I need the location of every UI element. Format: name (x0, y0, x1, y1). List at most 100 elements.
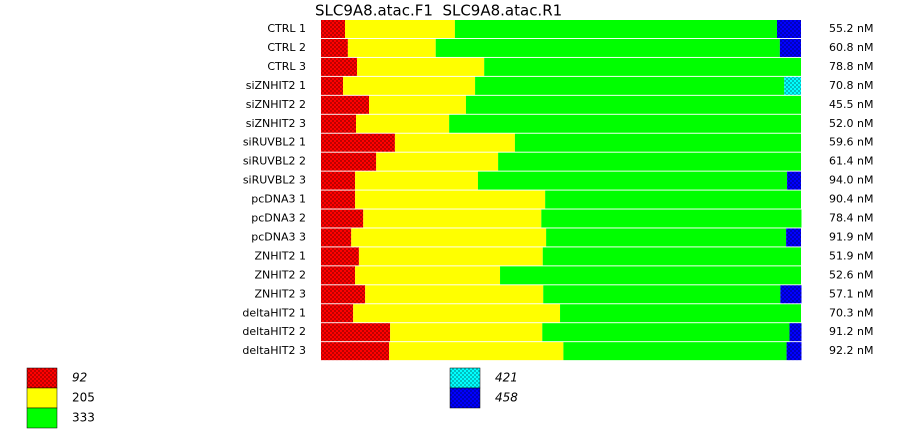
row-label: siZNHIT2 1 (246, 79, 306, 92)
bar-segment (363, 209, 542, 228)
bar-hatch (780, 285, 802, 304)
row-label: siRUVBL2 1 (243, 136, 306, 149)
row-value-label: 91.2 nM (829, 325, 873, 338)
row-label: ZNHIT2 1 (255, 249, 307, 262)
bar-hatch (321, 304, 354, 323)
row-label: siZNHIT2 2 (246, 98, 306, 111)
bar-segment (365, 285, 544, 304)
row-label: deltaHIT2 2 (242, 325, 306, 338)
bar-segment (435, 38, 780, 57)
legend-label: 458 (495, 391, 518, 405)
row-label: ZNHIT2 3 (255, 287, 307, 300)
bar-hatch (321, 323, 391, 342)
bar-hatch (321, 114, 357, 133)
row-label: siRUVBL2 3 (243, 174, 306, 187)
row-label: ZNHIT2 2 (255, 268, 307, 281)
row-value-label: 70.8 nM (829, 79, 873, 92)
legend-label: 92 (72, 371, 87, 385)
bar-segment (376, 152, 499, 171)
legend-swatch (26, 387, 58, 409)
row-label: CTRL 2 (267, 41, 306, 54)
bar-segment (454, 20, 777, 38)
row-value-label: 60.8 nM (829, 41, 873, 54)
bar-hatch (321, 342, 390, 361)
bar-segment (347, 38, 436, 57)
bar-hatch (786, 228, 801, 247)
row-value-label: 52.0 nM (829, 117, 873, 130)
bar-segment (357, 57, 485, 76)
bar-segment (500, 266, 801, 285)
row-value-label: 61.4 nM (829, 155, 873, 168)
bar-segment (465, 95, 801, 114)
bar-hatch (321, 76, 344, 95)
bar-segment (542, 247, 801, 266)
row-value-label: 92.2 nM (829, 344, 873, 357)
bar-hatch (777, 20, 801, 38)
bar-hatch (321, 228, 352, 247)
row-label: pcDNA3 2 (251, 212, 306, 225)
legend-hatch (450, 368, 480, 388)
bar-segment (545, 190, 801, 209)
bar-hatch (321, 38, 348, 57)
bar-hatch (321, 209, 364, 228)
row-label: pcDNA3 3 (251, 230, 306, 243)
row-value-label: 70.3 nM (829, 306, 873, 319)
legend-hatch (27, 368, 57, 388)
legend-label: 421 (495, 371, 518, 385)
bar-hatch (321, 285, 366, 304)
bar-segment (514, 133, 801, 152)
row-label: CTRL 1 (267, 22, 306, 35)
bar-segment (353, 304, 561, 323)
bar-hatch (789, 323, 802, 342)
row-value-label: 52.6 nM (829, 268, 873, 281)
bar-segment (394, 133, 515, 152)
bar-hatch (787, 171, 801, 190)
bar-segment (560, 304, 801, 323)
row-label: pcDNA3 1 (251, 193, 306, 206)
row-value-label: 59.6 nM (829, 136, 873, 149)
bar-hatch (779, 38, 801, 57)
bar-segment (343, 76, 476, 95)
bar-segment (390, 323, 543, 342)
bar-segment (541, 209, 802, 228)
bar-segment (543, 285, 781, 304)
bar-segment (355, 266, 501, 285)
bar-hatch (321, 266, 356, 285)
bar-hatch (321, 152, 377, 171)
bar-hatch (321, 247, 359, 266)
bar-segment (345, 20, 455, 38)
bar-segment (449, 114, 801, 133)
bar-hatch (786, 342, 802, 361)
chart-title: SLC9A8.atac.F1 SLC9A8.atac.R1 (315, 2, 562, 20)
legend-swatch (26, 407, 58, 429)
bar-segment (475, 76, 785, 95)
bar-segment (355, 190, 546, 209)
bar-hatch (784, 76, 801, 95)
row-label: siZNHIT2 3 (246, 117, 306, 130)
bar-segment (477, 171, 788, 190)
bar-segment (389, 342, 564, 361)
bar-hatch (321, 57, 357, 76)
bar-segment (546, 228, 787, 247)
bar-hatch (321, 133, 395, 152)
bar-segment (355, 171, 478, 190)
row-value-label: 78.4 nM (829, 212, 873, 225)
bar-segment (356, 114, 450, 133)
row-value-label: 57.1 nM (829, 287, 873, 300)
bar-segment (563, 342, 787, 361)
bar-hatch (321, 20, 345, 38)
row-value-label: 45.5 nM (829, 98, 873, 111)
row-label: siRUVBL2 2 (243, 155, 306, 168)
bar-hatch (321, 171, 356, 190)
bar-segment (351, 228, 547, 247)
row-value-label: 94.0 nM (829, 174, 873, 187)
bar-segment (542, 323, 790, 342)
row-value-label: 78.8 nM (829, 60, 873, 73)
bar-hatch (321, 95, 369, 114)
row-label: deltaHIT2 1 (242, 306, 306, 319)
row-value-label: 55.2 nM (829, 22, 873, 35)
bar-hatch (321, 190, 356, 209)
bar-segment (498, 152, 801, 171)
